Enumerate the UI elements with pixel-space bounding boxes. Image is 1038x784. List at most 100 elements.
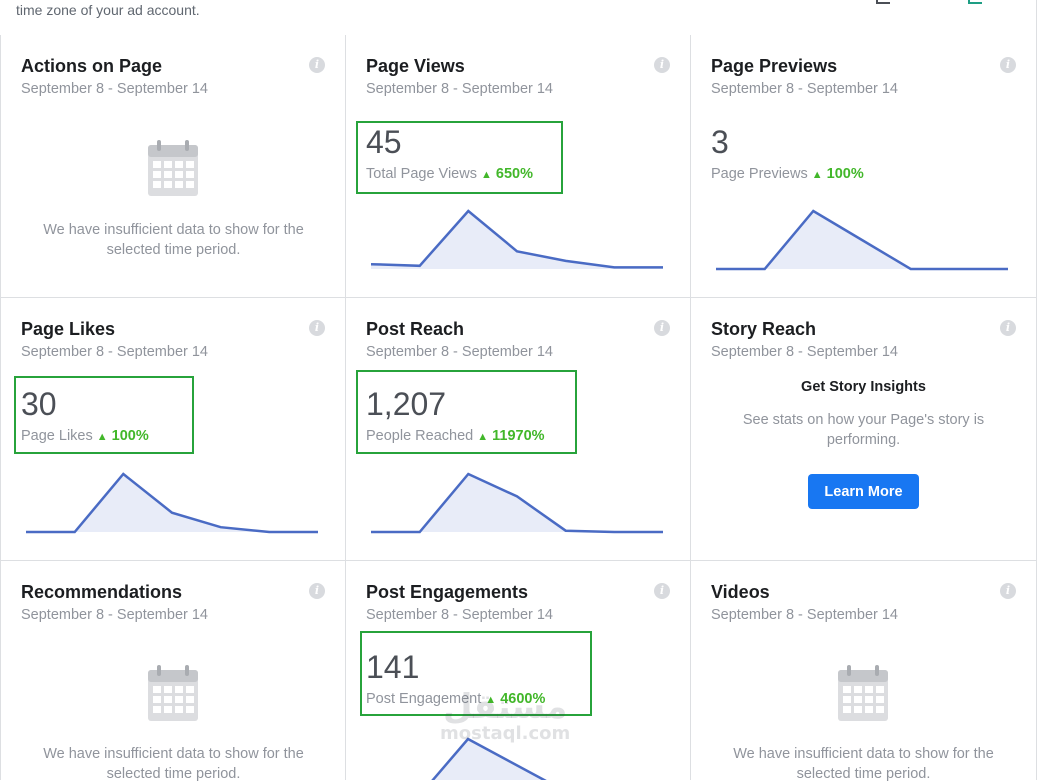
card-title: Actions on Page	[21, 56, 163, 76]
metric-label: Post Engagement	[366, 691, 482, 707]
sparkline-line	[371, 209, 663, 269]
timezone-note: time zone of your ad account.	[16, 2, 200, 18]
metric-label-row: Post Engagement ▲ 4600%	[366, 691, 545, 707]
card-actions-on-page: Actions on Page September 8 - September …	[0, 35, 346, 298]
calendar-icon	[148, 140, 198, 196]
metric-label: People Reached	[366, 428, 474, 444]
card-date: September 8 - September 14	[21, 344, 208, 360]
info-icon[interactable]: i	[654, 583, 670, 599]
card-title: Post Reach	[366, 319, 465, 339]
calendar-icon	[838, 665, 888, 721]
info-icon[interactable]: i	[1000, 57, 1016, 73]
watermark-latin: mostaql.com	[440, 723, 571, 744]
metric-label: Total Page Views	[366, 166, 477, 182]
card-date: September 8 - September 14	[711, 344, 898, 360]
card-date: September 8 - September 14	[21, 81, 208, 97]
metric-label-row: Page Likes ▲ 100%	[21, 428, 149, 444]
watermark-arabic: مستقل	[442, 687, 568, 727]
metric-label-row: People Reached ▲ 11970%	[366, 428, 545, 444]
card-title: Page Likes	[21, 319, 116, 339]
info-icon[interactable]: i	[309, 583, 325, 599]
card-date: September 8 - September 14	[711, 607, 898, 623]
sparkline-line	[26, 472, 318, 534]
sparkline-chart	[26, 472, 318, 534]
card-page-likes: Page Likes September 8 - September 14 i …	[0, 298, 346, 561]
metric-label-row: Total Page Views ▲ 650%	[366, 166, 533, 182]
highlight-box	[360, 631, 592, 716]
card-date: September 8 - September 14	[21, 607, 208, 623]
insufficient-data-text: We have insufficient data to show for th…	[733, 746, 994, 782]
share-icon[interactable]	[968, 0, 982, 4]
sparkline-chart	[371, 209, 663, 269]
sparkline-area	[371, 474, 663, 532]
card-post-reach: Post Reach September 8 - September 14 i …	[346, 298, 691, 561]
insights-grid: Actions on Page September 8 - September …	[0, 35, 1037, 782]
change-percent: 100%	[111, 428, 149, 444]
card-recommendations: Recommendations September 8 - September …	[0, 561, 346, 782]
card-page-views: Page Views September 8 - September 14 i …	[346, 35, 691, 298]
metric-label: Page Previews	[711, 166, 808, 182]
metric-value: 3	[711, 124, 729, 160]
card-date: September 8 - September 14	[366, 344, 553, 360]
info-icon[interactable]: i	[1000, 320, 1016, 336]
insufficient-data-text: We have insufficient data to show for th…	[43, 746, 304, 782]
highlight-box	[356, 121, 563, 194]
metric-value: 30	[21, 386, 57, 422]
info-icon[interactable]: i	[654, 320, 670, 336]
change-percent: 11970%	[492, 428, 545, 444]
up-arrow-icon: ▲	[480, 169, 492, 181]
metric-value: 45	[366, 124, 402, 160]
card-post-engagements: Post Engagements September 8 - September…	[346, 561, 691, 780]
card-title: Page Views	[366, 56, 465, 76]
sparkline-chart	[371, 472, 663, 534]
up-arrow-icon: ▲	[96, 431, 108, 443]
info-icon[interactable]: i	[1000, 583, 1016, 599]
card-title: Post Engagements	[366, 582, 529, 602]
card-title: Page Previews	[711, 56, 838, 76]
metric-change: ▲ 100%	[812, 166, 864, 182]
sparkline-chart	[431, 737, 547, 780]
card-date: September 8 - September 14	[711, 81, 898, 97]
sparkline-area	[371, 211, 663, 269]
calendar-icon	[148, 665, 198, 721]
info-icon[interactable]: i	[654, 57, 670, 73]
info-icon[interactable]: i	[309, 57, 325, 73]
up-arrow-icon: ▲	[811, 169, 823, 181]
card-story-reach: Story Reach September 8 - September 14 i…	[691, 298, 1037, 561]
metric-change: ▲ 650%	[481, 166, 533, 182]
up-arrow-icon: ▲	[477, 431, 489, 443]
change-percent: 650%	[495, 166, 533, 182]
change-percent: 100%	[826, 166, 864, 182]
story-insights-heading: Get Story Insights	[801, 379, 926, 395]
highlight-box	[14, 376, 194, 454]
sparkline-area	[26, 474, 318, 532]
up-arrow-icon: ▲	[485, 694, 497, 706]
card-date: September 8 - September 14	[366, 607, 553, 623]
top-bar: time zone of your ad account.	[0, 0, 1038, 35]
story-insights-text: See stats on how your Page's story is pe…	[742, 412, 985, 448]
card-page-previews: Page Previews September 8 - September 14…	[691, 35, 1037, 298]
watermark: مستقل mostaql.com	[440, 690, 570, 744]
metric-value: 1,207	[366, 386, 447, 422]
highlight-box	[356, 370, 577, 454]
insufficient-data-text: We have insufficient data to show for th…	[43, 222, 304, 258]
divider	[1036, 0, 1037, 35]
metric-change: ▲ 100%	[97, 428, 149, 444]
card-title: Recommendations	[21, 582, 183, 602]
export-icon[interactable]	[876, 0, 890, 4]
card-title: Story Reach	[711, 319, 817, 339]
card-title: Videos	[711, 582, 770, 602]
sparkline-chart	[716, 209, 1008, 271]
metric-label: Page Likes	[21, 428, 93, 444]
sparkline-line	[716, 209, 1008, 271]
learn-more-button[interactable]: Learn More	[808, 474, 919, 509]
metric-value: 141	[366, 649, 420, 685]
card-date: September 8 - September 14	[366, 81, 553, 97]
card-videos: Videos September 8 - September 14 i We h…	[691, 561, 1037, 782]
metric-change: ▲ 11970%	[477, 428, 544, 444]
sparkline-line	[371, 472, 663, 534]
info-icon[interactable]: i	[309, 320, 325, 336]
metric-change: ▲ 4600%	[485, 691, 545, 707]
change-percent: 4600%	[500, 691, 546, 707]
metric-label-row: Page Previews ▲ 100%	[711, 166, 864, 182]
